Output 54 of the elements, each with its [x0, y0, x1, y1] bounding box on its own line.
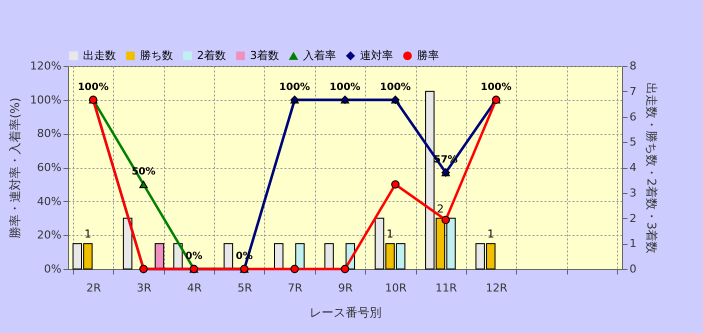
data-label: 100%: [78, 82, 109, 93]
x-tick-label: 9R: [338, 282, 354, 294]
point: [442, 216, 450, 224]
data-label: 100%: [380, 82, 411, 93]
data-label: 1: [487, 228, 494, 241]
y-tick-label: 40%: [37, 194, 62, 208]
y2-tick-label: 0: [630, 262, 636, 276]
legend-label: 勝ち数: [140, 48, 173, 62]
legend-label: 連対率: [360, 48, 393, 62]
data-label: 1: [84, 228, 92, 241]
bar: [274, 243, 284, 270]
bar: [122, 218, 132, 270]
data-label: 100%: [279, 82, 310, 93]
y2-tick-label: 6: [630, 110, 636, 124]
y2-tick-label: 4: [630, 161, 636, 174]
x-tick-label: 10R: [385, 282, 408, 294]
y2-tick-label: 1: [630, 237, 636, 250]
x-tick-label: 12R: [486, 282, 508, 294]
y-tick-label: 100%: [30, 93, 62, 106]
point: [139, 180, 148, 188]
bar: [324, 243, 334, 270]
bar: [224, 243, 234, 270]
y-tick-label: 120%: [30, 60, 62, 72]
y-tick-label: 0%: [44, 262, 62, 276]
legend-label: 2着数: [197, 48, 226, 62]
y2-tick-label: 8: [630, 60, 636, 72]
y-axis-title: 勝率・連対率・入着率(%): [8, 98, 22, 238]
x-tick-label: 2R: [86, 282, 102, 294]
x-tick-label: 5R: [237, 282, 252, 294]
y2-tick-label: 3: [630, 186, 636, 200]
y-tick-label: 20%: [37, 228, 62, 242]
y2-tick-label: 2: [630, 212, 636, 225]
legend-label: 出走数: [83, 48, 116, 62]
data-label: 2: [436, 202, 444, 216]
y-tick-label: 80%: [37, 127, 62, 140]
data-label: 100%: [330, 82, 360, 93]
point: [391, 180, 400, 189]
x-tick-label: 4R: [187, 282, 202, 294]
x-tick-label: 11R: [435, 282, 458, 294]
x-tick-label: 7R: [288, 282, 303, 294]
legend-label: 3着数: [250, 48, 279, 62]
y2-tick-label: 7: [630, 84, 636, 98]
y-tick-label: 60%: [37, 161, 62, 174]
y2-tick-label: 5: [630, 136, 636, 149]
y2-axis-title: 出走数・勝ち数・2着数・3着数: [644, 82, 658, 254]
x-tick-label: 3R: [136, 282, 152, 294]
data-label: 1: [386, 228, 394, 241]
point: [340, 264, 350, 274]
bar: [154, 243, 164, 270]
point: [290, 264, 299, 274]
x-axis-title: レース番号別: [310, 306, 382, 320]
legend-label: 勝率: [417, 48, 439, 62]
data-label: 100%: [480, 82, 512, 93]
legend-label: 入着率: [303, 49, 336, 62]
